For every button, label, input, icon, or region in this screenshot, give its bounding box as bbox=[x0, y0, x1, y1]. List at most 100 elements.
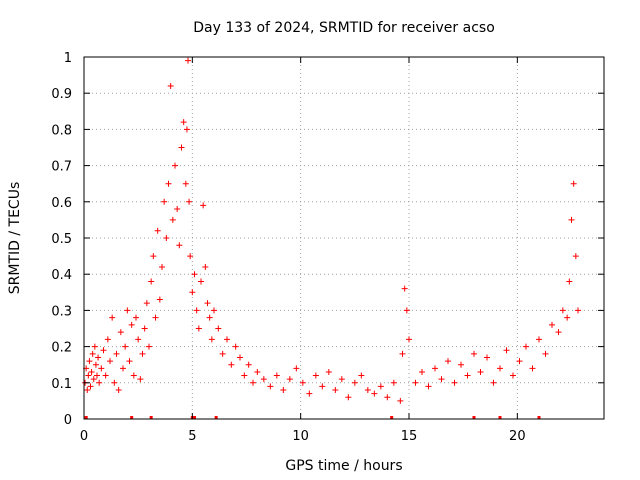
y-tick-label: 0.6 bbox=[51, 196, 72, 211]
data-point bbox=[84, 387, 91, 394]
data-point bbox=[120, 365, 126, 372]
data-point bbox=[267, 383, 274, 390]
data-point bbox=[497, 365, 503, 372]
data-point bbox=[484, 354, 490, 361]
data-point bbox=[178, 144, 185, 151]
data-point bbox=[566, 278, 573, 285]
data-point bbox=[85, 372, 92, 379]
data-point bbox=[117, 329, 124, 336]
data-point bbox=[109, 314, 116, 321]
data-point bbox=[570, 180, 577, 187]
bottom-marker bbox=[193, 416, 196, 419]
y-tick-label: 1 bbox=[64, 51, 72, 66]
data-point bbox=[161, 198, 168, 205]
data-point bbox=[183, 126, 190, 133]
x-tick-label: 0 bbox=[80, 429, 88, 444]
y-tick-label: 0.5 bbox=[51, 232, 72, 247]
bottom-marker bbox=[390, 416, 394, 419]
data-point bbox=[90, 376, 97, 383]
data-point bbox=[202, 263, 209, 270]
data-point bbox=[377, 383, 384, 390]
data-point bbox=[237, 354, 243, 361]
data-point bbox=[198, 278, 204, 285]
data-point bbox=[186, 198, 193, 205]
data-point bbox=[568, 216, 575, 223]
data-point bbox=[451, 379, 458, 386]
y-tick-label: 0.7 bbox=[51, 160, 72, 175]
data-point bbox=[208, 336, 215, 343]
x-tick-labels: 0 5 10 15 20 bbox=[80, 429, 526, 444]
data-point bbox=[100, 347, 107, 354]
bottom-marker bbox=[214, 416, 218, 419]
data-point bbox=[260, 376, 267, 383]
data-point bbox=[206, 314, 213, 321]
grid-lines bbox=[84, 57, 604, 419]
data-point bbox=[232, 343, 239, 350]
bottom-marker bbox=[84, 416, 88, 419]
data-point bbox=[141, 325, 148, 332]
data-point bbox=[159, 263, 165, 270]
data-point bbox=[286, 376, 293, 383]
data-point bbox=[358, 372, 365, 379]
x-tick-label: 20 bbox=[509, 429, 526, 444]
data-point bbox=[351, 379, 358, 386]
bottom-marker bbox=[149, 416, 153, 419]
data-point bbox=[156, 296, 163, 303]
data-point bbox=[523, 343, 529, 350]
data-point bbox=[536, 336, 542, 343]
data-point bbox=[96, 379, 103, 386]
data-point bbox=[87, 383, 94, 390]
data-point bbox=[172, 162, 178, 169]
y-tick-label: 0.3 bbox=[51, 304, 72, 319]
data-point bbox=[102, 372, 109, 379]
data-point bbox=[250, 379, 256, 386]
data-point bbox=[195, 325, 202, 332]
data-point bbox=[135, 336, 142, 343]
data-point bbox=[92, 361, 99, 368]
bottom-marker bbox=[472, 416, 476, 419]
data-point bbox=[111, 379, 118, 386]
y-tick-label: 0.9 bbox=[51, 87, 72, 102]
data-point bbox=[312, 372, 319, 379]
data-point bbox=[185, 57, 191, 64]
data-point bbox=[299, 379, 306, 386]
data-point bbox=[293, 365, 300, 372]
bottom-marker bbox=[537, 416, 541, 419]
x-axis-title: GPS time / hours bbox=[285, 458, 402, 474]
y-tick-label: 0.8 bbox=[51, 123, 72, 138]
data-point bbox=[122, 343, 129, 350]
data-point bbox=[126, 358, 133, 365]
data-point bbox=[401, 285, 408, 292]
chart-title: Day 133 of 2024, SRMTID for receiver acs… bbox=[193, 20, 495, 36]
data-point bbox=[124, 307, 131, 314]
data-point bbox=[139, 350, 146, 357]
data-point bbox=[89, 350, 96, 357]
data-point bbox=[432, 365, 438, 372]
data-point bbox=[345, 394, 352, 401]
data-point bbox=[458, 361, 464, 368]
y-tick-labels: 0 0.1 0.2 0.3 0.4 0.5 0.6 0.7 0.8 0.9 1 bbox=[51, 51, 72, 428]
data-point bbox=[371, 390, 378, 397]
data-point bbox=[224, 336, 230, 343]
data-point bbox=[176, 242, 183, 249]
data-point bbox=[280, 387, 287, 394]
data-point bbox=[332, 387, 339, 394]
data-point bbox=[397, 397, 404, 404]
data-point bbox=[165, 180, 172, 187]
data-point bbox=[273, 372, 280, 379]
data-point bbox=[113, 350, 120, 357]
data-point bbox=[107, 358, 113, 365]
data-point bbox=[104, 336, 111, 343]
data-point bbox=[182, 180, 189, 187]
data-point bbox=[510, 372, 516, 379]
data-point bbox=[204, 300, 211, 307]
x-tick-label: 5 bbox=[188, 429, 196, 444]
data-point bbox=[174, 206, 181, 213]
y-tick-label: 0.2 bbox=[51, 341, 72, 356]
data-point bbox=[555, 329, 562, 336]
data-point bbox=[130, 372, 137, 379]
data-point bbox=[564, 314, 571, 321]
data-point bbox=[88, 368, 95, 375]
data-point bbox=[445, 358, 451, 365]
data-point bbox=[412, 379, 419, 386]
